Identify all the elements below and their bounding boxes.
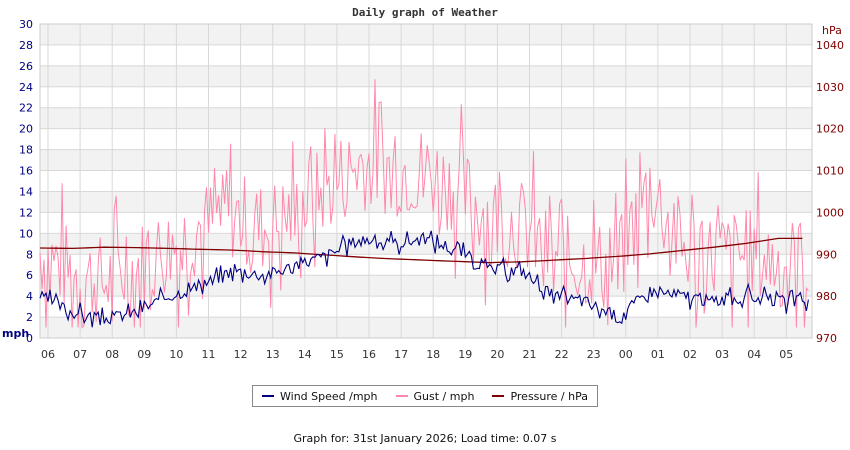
right-tick-label: 990 xyxy=(816,248,837,261)
gust-series-line xyxy=(39,79,809,329)
x-tick-label: 07 xyxy=(73,348,87,361)
left-tick-label: 18 xyxy=(19,144,33,157)
x-tick-label: 14 xyxy=(298,348,312,361)
graph-footer: Graph for: 31st January 2026; Load time:… xyxy=(293,432,557,445)
right-tick-label: 1020 xyxy=(816,123,844,136)
x-tick-label: 18 xyxy=(426,348,440,361)
left-tick-label: 14 xyxy=(19,185,33,198)
x-tick-label: 03 xyxy=(715,348,729,361)
left-tick-label: 4 xyxy=(26,290,33,303)
legend-item-gust: Gust / mph xyxy=(395,389,475,403)
left-tick-label: 26 xyxy=(19,60,33,73)
pressure-swatch-icon xyxy=(492,395,505,397)
left-tick-label: 28 xyxy=(19,39,33,52)
pressure-series-line xyxy=(39,237,803,264)
left-tick-label: 24 xyxy=(19,81,33,94)
x-tick-label: 16 xyxy=(362,348,376,361)
right-tick-label: 970 xyxy=(816,332,837,345)
x-tick-label: 22 xyxy=(555,348,569,361)
chart-legend: Wind Speed /mph Gust / mph Pressure / hP… xyxy=(252,385,598,407)
left-tick-label: 20 xyxy=(19,123,33,136)
plot-frame xyxy=(39,23,813,339)
left-axis-unit: mph xyxy=(2,327,29,340)
x-tick-label: 09 xyxy=(137,348,151,361)
legend-label: Gust / mph xyxy=(413,389,475,403)
left-tick-label: 12 xyxy=(19,206,33,219)
x-tick-label: 20 xyxy=(490,348,504,361)
left-tick-label: 30 xyxy=(19,18,33,31)
right-axis-unit: hPa xyxy=(822,24,842,37)
right-tick-label: 1040 xyxy=(816,39,844,52)
x-tick-label: 00 xyxy=(619,348,633,361)
wind-swatch-icon xyxy=(262,395,274,397)
left-tick-label: 0 xyxy=(26,332,33,345)
x-tick-label: 10 xyxy=(169,348,183,361)
legend-item-pressure: Pressure / hPa xyxy=(492,390,588,403)
right-tick-label: 980 xyxy=(816,290,837,303)
wind-speed-series-line xyxy=(39,230,809,328)
x-tick-label: 02 xyxy=(683,348,697,361)
right-axis-ticks: 970 980 990 1000 1010 1020 1030 1040 xyxy=(816,39,844,345)
x-tick-label: 21 xyxy=(523,348,537,361)
left-tick-label: 16 xyxy=(19,165,33,178)
x-tick-label: 19 xyxy=(458,348,472,361)
x-tick-label: 11 xyxy=(202,348,216,361)
right-tick-label: 1010 xyxy=(816,165,844,178)
legend-label: Wind Speed /mph xyxy=(280,389,378,403)
x-tick-label: 06 xyxy=(41,348,55,361)
right-tick-label: 1000 xyxy=(816,206,844,219)
grid-bands xyxy=(40,24,812,338)
legend-item-wind: Wind Speed /mph xyxy=(262,390,378,403)
left-tick-label: 8 xyxy=(26,248,33,261)
x-tick-label: 04 xyxy=(747,348,761,361)
x-tick-label: 08 xyxy=(105,348,119,361)
x-tick-label: 15 xyxy=(330,348,344,361)
chart-title: Daily graph of Weather xyxy=(352,6,498,19)
x-tick-label: 13 xyxy=(266,348,280,361)
gust-swatch-icon xyxy=(395,395,408,397)
left-tick-label: 10 xyxy=(19,227,33,240)
x-tick-label: 01 xyxy=(651,348,665,361)
x-tick-label: 23 xyxy=(587,348,601,361)
x-axis-ticks: 06 07 08 09 10 11 12 13 14 15 16 17 18 19 20 21 22 23 00 01… xyxy=(41,348,793,361)
x-tick-label: 12 xyxy=(234,348,248,361)
right-tick-label: 1030 xyxy=(816,81,844,94)
x-tick-label: 05 xyxy=(779,348,793,361)
legend-label: Pressure / hPa xyxy=(510,389,588,403)
x-tick-label: 17 xyxy=(394,348,408,361)
left-tick-label: 22 xyxy=(19,102,33,115)
left-tick-label: 6 xyxy=(26,269,33,282)
left-tick-label: 2 xyxy=(26,311,33,324)
